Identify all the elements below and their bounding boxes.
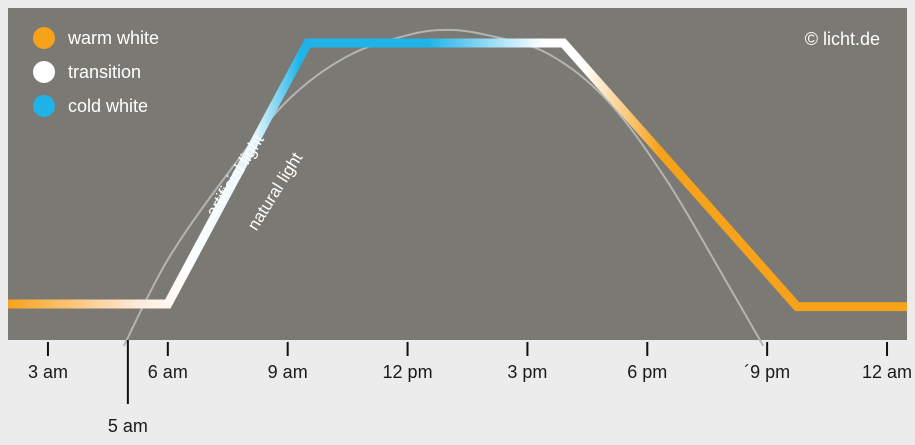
x-tick-label: 3 pm bbox=[507, 362, 547, 382]
legend-item: cold white bbox=[33, 95, 148, 117]
legend-item: transition bbox=[33, 61, 141, 83]
x-tick-label: 12 pm bbox=[383, 362, 433, 382]
marker-label: 5 am bbox=[108, 416, 148, 436]
x-tick-label: 9 am bbox=[268, 362, 308, 382]
x-tick-label: 6 am bbox=[148, 362, 188, 382]
legend-item: warm white bbox=[33, 27, 159, 49]
credit-text: © licht.de bbox=[805, 29, 880, 49]
legend-swatch bbox=[33, 27, 55, 49]
artificial-light-line bbox=[8, 38, 907, 312]
legend-label: warm white bbox=[67, 28, 159, 48]
legend-swatch bbox=[33, 61, 55, 83]
plot-background bbox=[8, 8, 907, 340]
x-tick-label: 6 pm bbox=[627, 362, 667, 382]
x-tick-label: 12 am bbox=[862, 362, 912, 382]
legend-label: cold white bbox=[68, 96, 148, 116]
x-tick-label: ´9 pm bbox=[744, 362, 790, 382]
legend-swatch bbox=[33, 95, 55, 117]
natural-light-curve bbox=[123, 28, 765, 347]
x-tick-label: 3 am bbox=[28, 362, 68, 382]
legend-label: transition bbox=[68, 62, 141, 82]
